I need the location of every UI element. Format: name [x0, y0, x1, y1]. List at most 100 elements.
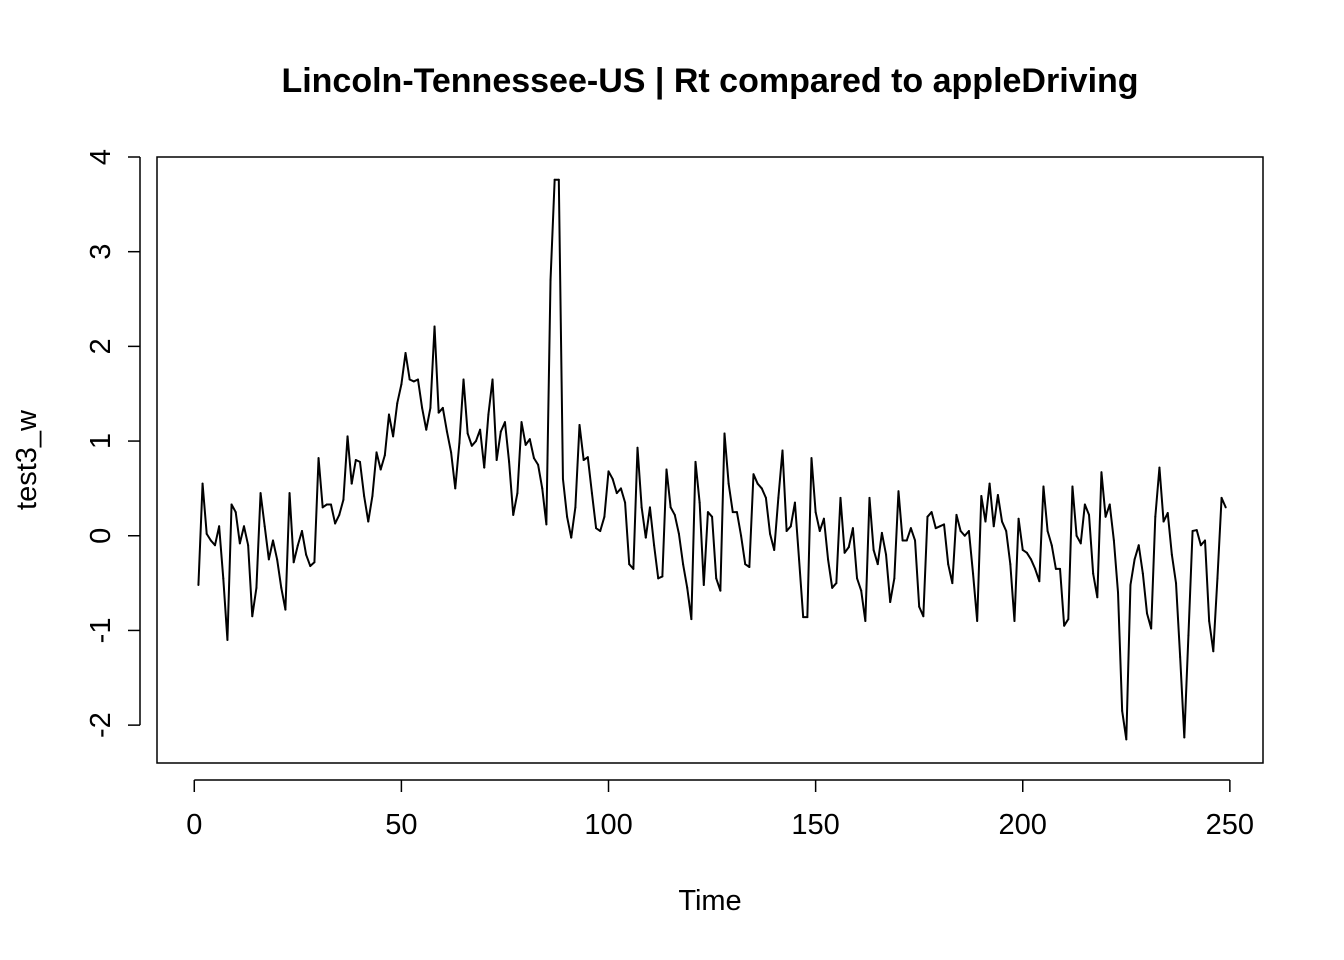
data-point	[851, 527, 854, 530]
data-point	[702, 583, 705, 586]
data-point	[624, 501, 627, 504]
data-point	[909, 527, 912, 530]
data-point	[309, 565, 312, 568]
y-axis: -2 -1 0 1 2 3 4	[85, 149, 141, 738]
data-point	[810, 457, 813, 460]
data-point	[537, 463, 540, 466]
data-point	[644, 536, 647, 539]
data-point	[570, 536, 573, 539]
data-point	[242, 525, 245, 528]
y-tick-label: -1	[85, 618, 117, 644]
data-point	[553, 178, 556, 181]
data-point	[706, 511, 709, 514]
data-point	[590, 492, 593, 495]
data-point	[445, 430, 448, 433]
data-point	[1187, 634, 1190, 637]
data-point	[201, 482, 204, 485]
data-point	[1146, 612, 1149, 615]
data-point	[1075, 534, 1078, 537]
chart-title: Lincoln-Tennessee-US | Rt compared to ap…	[281, 62, 1138, 100]
series-points	[197, 178, 1227, 741]
data-point	[673, 513, 676, 516]
data-point	[1088, 513, 1091, 516]
data-point	[425, 428, 428, 431]
data-point	[1183, 736, 1186, 739]
data-point	[367, 520, 370, 523]
data-point	[839, 496, 842, 499]
data-point	[727, 482, 730, 485]
data-point	[677, 532, 680, 535]
data-point	[976, 619, 979, 622]
data-point	[516, 492, 519, 495]
data-point	[847, 546, 850, 549]
data-point	[218, 525, 221, 528]
data-point	[963, 534, 966, 537]
data-point	[951, 582, 954, 585]
data-point	[868, 496, 871, 499]
data-point	[1141, 572, 1144, 575]
data-point	[454, 487, 457, 490]
data-point	[1195, 529, 1198, 532]
data-point	[586, 456, 589, 459]
data-point	[483, 466, 486, 469]
data-point	[719, 589, 722, 592]
data-point	[880, 531, 883, 534]
data-point	[901, 539, 904, 542]
data-point	[528, 438, 531, 441]
data-point	[996, 494, 999, 497]
data-point	[793, 501, 796, 504]
data-point	[1001, 520, 1004, 523]
data-point	[1067, 618, 1070, 621]
data-point	[222, 577, 225, 580]
data-point	[271, 539, 274, 542]
data-point	[1212, 650, 1215, 653]
data-point	[383, 454, 386, 457]
data-point	[818, 530, 821, 533]
data-point	[1038, 580, 1041, 583]
data-point	[437, 411, 440, 414]
data-point	[1162, 520, 1165, 523]
data-point	[632, 567, 635, 570]
data-point	[711, 515, 714, 518]
data-point	[665, 468, 668, 471]
y-tick-label: 4	[85, 149, 117, 165]
data-point	[412, 380, 415, 383]
data-point	[1025, 551, 1028, 554]
data-point	[760, 487, 763, 490]
data-point	[1046, 530, 1049, 533]
data-point	[889, 601, 892, 604]
data-point	[358, 460, 361, 463]
data-point	[197, 583, 200, 586]
data-point	[561, 477, 564, 480]
data-point	[897, 490, 900, 493]
data-point	[905, 539, 908, 542]
data-point	[466, 432, 469, 435]
data-point	[1166, 512, 1169, 515]
data-point	[1158, 466, 1161, 469]
data-point	[1117, 591, 1120, 594]
data-point	[234, 511, 237, 514]
data-point	[1096, 596, 1099, 599]
data-point	[669, 506, 672, 509]
data-point	[748, 566, 751, 568]
data-point	[603, 515, 606, 518]
data-point	[1150, 627, 1153, 630]
data-point	[864, 619, 867, 622]
data-point	[317, 457, 320, 460]
data-point	[595, 527, 598, 530]
data-point	[843, 551, 846, 554]
data-point	[342, 498, 345, 501]
data-point	[806, 616, 809, 619]
data-point	[777, 496, 780, 499]
data-point	[1125, 738, 1128, 741]
data-point	[1009, 563, 1012, 566]
data-point	[934, 527, 937, 530]
data-point	[1042, 485, 1045, 488]
data-point	[831, 586, 834, 589]
data-point	[574, 506, 577, 509]
data-point	[636, 446, 639, 449]
data-point	[255, 586, 258, 589]
data-point	[213, 544, 216, 547]
data-point	[462, 378, 465, 381]
